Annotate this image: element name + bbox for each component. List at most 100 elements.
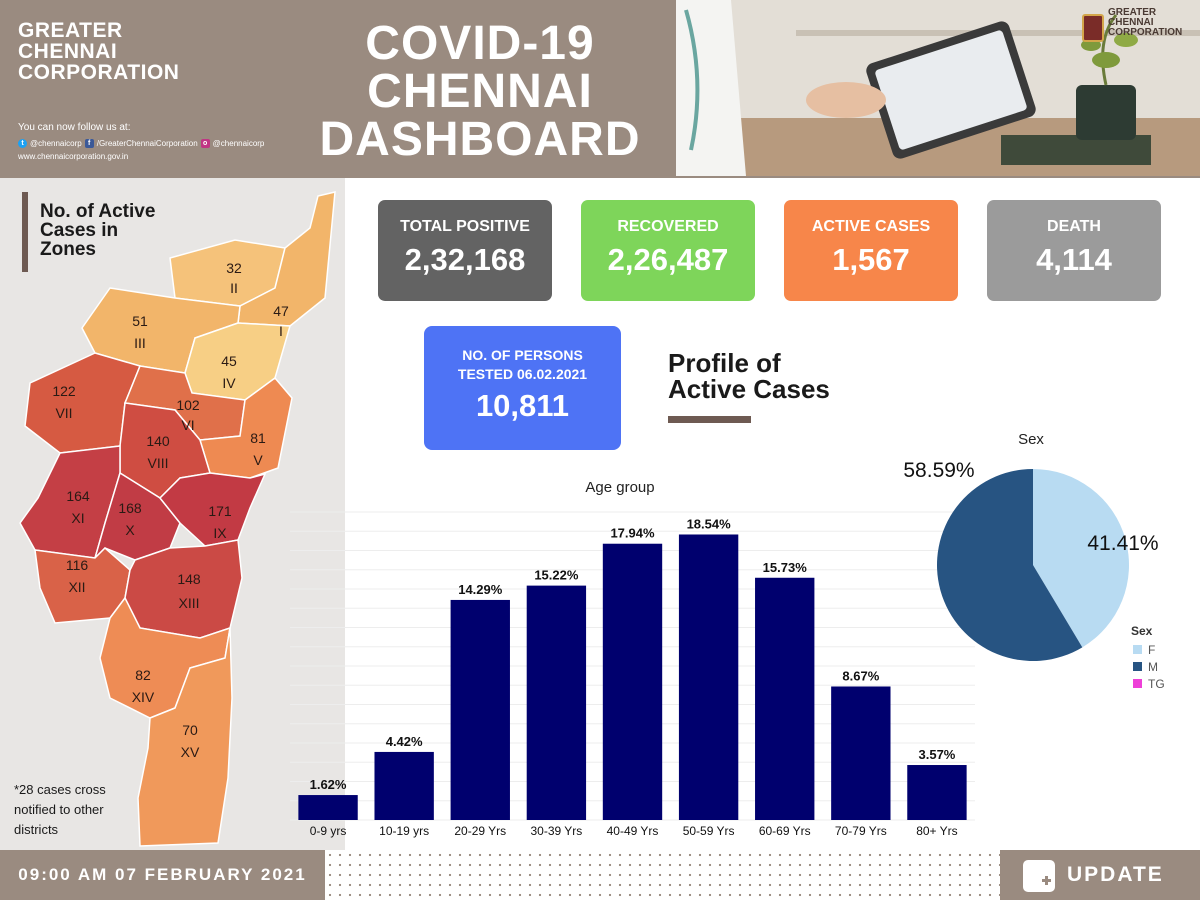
legend-title: Sex xyxy=(1131,624,1153,638)
zone-iv-label: IV xyxy=(222,375,236,391)
pie-slice-m[interactable] xyxy=(937,469,1083,661)
zone-vi-cases: 102 xyxy=(176,397,200,413)
update-datetime: 09:00 AM 07 FEBRUARY 2021 xyxy=(0,850,325,900)
logo-text: GREATER CHENNAI CORPORATION xyxy=(1108,7,1183,38)
zone-labels: 32 II 47 I 51 III 45 IV 122 VII 102 VI 8… xyxy=(52,260,289,760)
add-document-icon xyxy=(1023,860,1055,892)
footer-dot-pattern xyxy=(325,850,1000,900)
recovered-label: RECOVERED xyxy=(617,218,719,235)
age-bar[interactable] xyxy=(831,686,891,820)
age-bar[interactable] xyxy=(374,751,434,820)
gcc-logo: GREATER CHENNAI CORPORATION xyxy=(1082,8,1182,42)
legend-swatch xyxy=(1133,679,1142,688)
zone-v-cases: 81 xyxy=(250,430,266,446)
age-tick-label: 10-19 yrs xyxy=(379,824,429,838)
zone-ii-label: II xyxy=(230,280,238,296)
age-bar-label: 8.67% xyxy=(842,668,879,683)
age-bar[interactable] xyxy=(602,543,663,820)
twitter-handle[interactable]: @chennaicorp xyxy=(30,139,82,148)
age-tick-label: 20-29 Yrs xyxy=(454,824,506,838)
age-bar[interactable] xyxy=(450,599,510,820)
zone-xiv-label: XIV xyxy=(132,689,155,705)
zone-iv-cases: 45 xyxy=(221,353,237,369)
map-title: No. of Active Cases in Zones xyxy=(40,201,156,260)
facebook-handle[interactable]: /GreaterChennaiCorporation xyxy=(96,139,198,148)
instagram-icon: o xyxy=(200,139,210,148)
zone-xv[interactable] xyxy=(137,627,233,847)
total-positive-value: 2,32,168 xyxy=(404,242,526,277)
active-cases-card: ACTIVE CASES 1,567 xyxy=(784,200,958,301)
zone-xi-cases: 164 xyxy=(66,488,90,504)
twitter-icon: t xyxy=(18,139,27,148)
sex-chart-title: Sex xyxy=(1018,431,1044,448)
sex-pie-chart: Sex 41.41% 58.59% Sex FM TG xyxy=(903,431,1165,691)
death-label: DEATH xyxy=(1047,218,1101,235)
dashboard-title: COVID-19 CHENNAI DASHBOARD xyxy=(319,17,641,166)
age-bar[interactable] xyxy=(678,534,739,820)
age-tick-label: 40-49 Yrs xyxy=(607,824,659,838)
map-footnote: *28 cases cross notified to other distri… xyxy=(14,782,106,837)
zone-ii-cases: 32 xyxy=(226,260,242,276)
death-card: DEATH 4,114 xyxy=(987,200,1161,301)
age-tick-label: 60-69 Yrs xyxy=(759,824,811,838)
brand-name: GREATER CHENNAI CORPORATION xyxy=(18,19,180,84)
zone-xiv-cases: 82 xyxy=(135,667,151,683)
facebook-icon: f xyxy=(84,139,94,148)
tested-value: 10,811 xyxy=(475,388,570,423)
legend-label: M xyxy=(1148,660,1158,674)
active-cases-value: 1,567 xyxy=(832,242,910,277)
update-label: UPDATE xyxy=(1067,863,1164,886)
update-button[interactable]: UPDATE xyxy=(1000,850,1200,900)
zone-xv-cases: 70 xyxy=(182,722,198,738)
zone-x-cases: 168 xyxy=(118,500,142,516)
zone-xv-label: XV xyxy=(181,744,200,760)
legend-label: TG xyxy=(1148,677,1165,691)
legend-swatch xyxy=(1133,662,1142,671)
age-bar-label: 3.57% xyxy=(919,747,956,762)
death-value: 4,114 xyxy=(1036,242,1112,277)
total-positive-label: TOTAL POSITIVE xyxy=(400,218,530,235)
recovered-card: RECOVERED 2,26,487 xyxy=(581,200,755,301)
zone-xii-label: XII xyxy=(68,579,85,595)
age-bar-label: 4.42% xyxy=(386,734,423,749)
legend-swatch xyxy=(1133,645,1142,654)
tested-card: NO. OF PERSONS TESTED 06.02.2021 10,811 xyxy=(424,326,621,450)
zone-ix[interactable] xyxy=(158,472,267,547)
age-bar-label: 15.22% xyxy=(534,568,579,583)
age-tick-label: 70-79 Yrs xyxy=(835,824,887,838)
age-bar[interactable] xyxy=(907,765,967,820)
zone-i-cases: 47 xyxy=(273,303,289,319)
zone-viii-label: VIII xyxy=(147,455,168,471)
zone-viii-cases: 140 xyxy=(146,433,170,449)
age-chart-title: Age group xyxy=(585,479,654,496)
age-tick-label: 50-59 Yrs xyxy=(683,824,735,838)
total-positive-card: TOTAL POSITIVE 2,32,168 xyxy=(378,200,552,301)
follow-text: You can now follow us at: xyxy=(18,122,131,133)
zone-xiii-label: XIII xyxy=(178,595,199,611)
zone-xiii-cases: 148 xyxy=(177,571,201,587)
age-bar[interactable] xyxy=(298,795,358,820)
age-bar-label: 1.62% xyxy=(310,777,347,792)
map-title-accent xyxy=(22,192,28,272)
zone-v-label: V xyxy=(253,452,263,468)
age-tick-label: 0-9 yrs xyxy=(310,824,347,838)
age-bar[interactable] xyxy=(755,577,815,820)
instagram-handle[interactable]: @chennaicorp xyxy=(212,139,265,148)
age-bar[interactable] xyxy=(526,585,587,820)
doctor-tablet-illustration xyxy=(676,0,1200,176)
website-link[interactable]: www.chennaicorporation.gov.in xyxy=(18,152,129,161)
pie-value-label: 41.41% xyxy=(1087,532,1158,555)
age-tick-label: 80+ Yrs xyxy=(916,824,957,838)
pie-slice-f[interactable] xyxy=(1033,469,1129,648)
zone-i[interactable] xyxy=(237,191,336,327)
zone-vii-label: VII xyxy=(55,405,72,421)
zone-ix-cases: 171 xyxy=(208,503,232,519)
recovered-value: 2,26,487 xyxy=(607,242,729,277)
active-cases-label: ACTIVE CASES xyxy=(811,218,931,235)
social-links: t @chennaicorp f /GreaterChennaiCorporat… xyxy=(18,139,264,148)
age-bar-label: 17.94% xyxy=(610,526,655,541)
age-bar-label: 15.73% xyxy=(763,560,808,575)
zone-xi-label: XI xyxy=(71,510,84,526)
zone-map: 32 II 47 I 51 III 45 IV 122 VII 102 VI 8… xyxy=(19,191,336,847)
legend-label: F xyxy=(1148,643,1155,657)
